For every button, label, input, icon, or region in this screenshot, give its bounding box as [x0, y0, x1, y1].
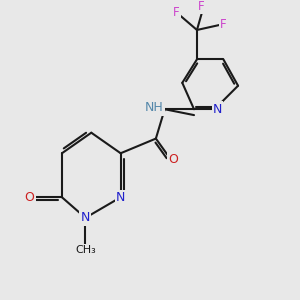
Text: CH₃: CH₃ [75, 245, 96, 255]
Text: N: N [81, 211, 90, 224]
Text: F: F [173, 6, 180, 19]
Text: N: N [116, 191, 125, 204]
Text: F: F [220, 18, 227, 31]
Text: O: O [25, 191, 34, 204]
Text: N: N [213, 103, 222, 116]
Text: F: F [198, 0, 205, 13]
Text: NH: NH [145, 101, 164, 114]
Text: O: O [169, 153, 178, 166]
